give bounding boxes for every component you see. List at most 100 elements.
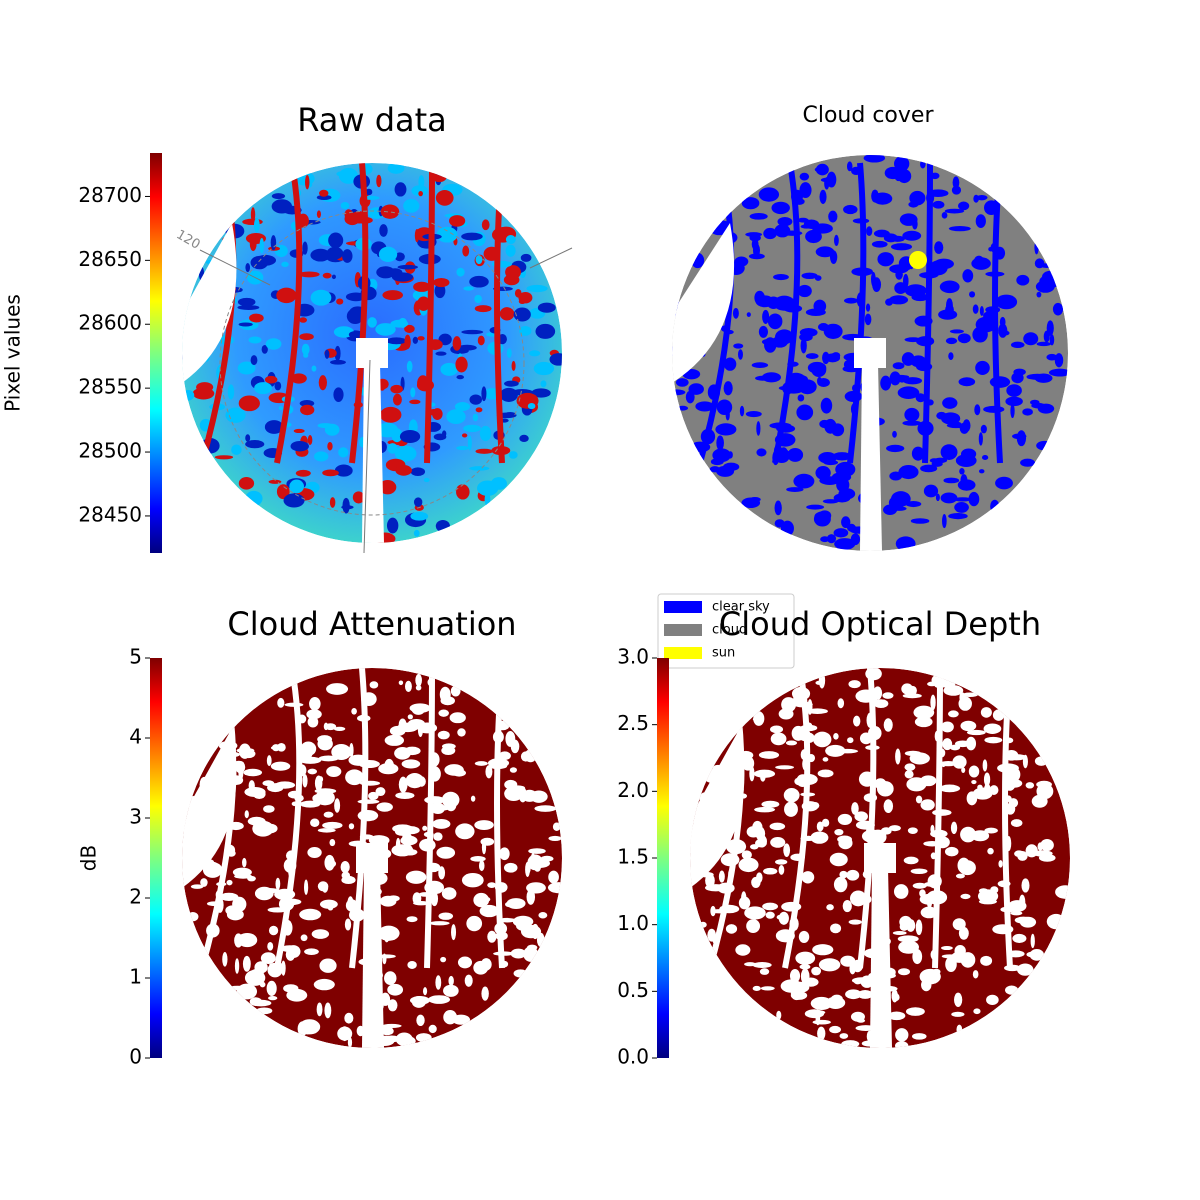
sky-streak bbox=[424, 163, 435, 464]
sky-patch bbox=[222, 951, 228, 967]
sky-patch bbox=[873, 699, 889, 709]
sky-patch bbox=[317, 737, 333, 751]
sky-patch bbox=[987, 847, 994, 855]
sky-patch bbox=[817, 378, 830, 387]
colorbar-tick-label: 1.5 bbox=[617, 845, 649, 869]
sky-patch bbox=[547, 882, 562, 894]
sky-patch bbox=[710, 458, 724, 466]
sky-patch bbox=[1006, 754, 1027, 761]
sky-patch bbox=[245, 490, 263, 507]
sky-patch bbox=[960, 826, 976, 843]
sky-patch bbox=[907, 827, 918, 834]
sky-patch bbox=[962, 269, 974, 283]
sky-patch bbox=[945, 304, 954, 316]
sky-patch bbox=[989, 376, 1011, 388]
sky-patch bbox=[457, 728, 466, 737]
sky-patch bbox=[771, 201, 790, 215]
sky-patch bbox=[888, 825, 901, 832]
sky-patch bbox=[944, 208, 965, 214]
sky-patch bbox=[820, 397, 833, 414]
sky-patch bbox=[395, 465, 412, 476]
sky-patch bbox=[744, 906, 766, 920]
sky-patch bbox=[375, 787, 386, 797]
sky-patch bbox=[531, 923, 539, 940]
sky-patch bbox=[877, 252, 894, 267]
sky-patch bbox=[443, 984, 459, 997]
sky-patch bbox=[775, 765, 794, 770]
sky-patch bbox=[525, 861, 530, 877]
sky-patch bbox=[513, 969, 528, 978]
sky-patch bbox=[237, 361, 256, 375]
sky-patch bbox=[773, 274, 789, 281]
sky-patch bbox=[942, 738, 953, 751]
sky-patch bbox=[533, 361, 555, 376]
colorbar-tick-label: 2 bbox=[129, 885, 142, 909]
sky-patch bbox=[526, 944, 538, 951]
sky-patch bbox=[435, 351, 447, 356]
sky-patch bbox=[461, 433, 468, 438]
sky-patch bbox=[319, 189, 329, 197]
sky-patch bbox=[540, 380, 547, 388]
sky-patch bbox=[412, 336, 419, 344]
sky-patch bbox=[749, 212, 768, 220]
sky-patch bbox=[302, 774, 308, 788]
sky-patch bbox=[540, 855, 554, 862]
sky-patch bbox=[504, 786, 524, 802]
sky-patch bbox=[762, 902, 779, 911]
sky-patch bbox=[463, 286, 475, 291]
sky-patch bbox=[285, 948, 296, 961]
sky-patch bbox=[464, 974, 473, 987]
sky-patch bbox=[282, 782, 287, 787]
sky-patch bbox=[1030, 933, 1035, 949]
sky-patch bbox=[433, 277, 450, 288]
sky-patch bbox=[263, 805, 275, 813]
sky-patch bbox=[413, 497, 423, 507]
sky-patch bbox=[187, 912, 199, 922]
sky-patch bbox=[897, 386, 920, 399]
sky-patch bbox=[980, 424, 987, 434]
sky-patch bbox=[466, 915, 483, 932]
sky-patch bbox=[1017, 963, 1034, 976]
sky-patch bbox=[348, 331, 363, 339]
sky-patch bbox=[472, 413, 479, 422]
sky-patch bbox=[941, 212, 948, 219]
sky-streak bbox=[772, 162, 801, 464]
sky-patch bbox=[979, 306, 984, 316]
sky-patch bbox=[983, 405, 1005, 413]
sky-patch bbox=[238, 743, 251, 759]
sky-patch bbox=[915, 919, 923, 936]
sky-patch bbox=[537, 302, 556, 313]
sky-patch bbox=[290, 440, 309, 452]
sky-patch bbox=[805, 308, 826, 316]
colorbar-tick-label: 5 bbox=[129, 645, 142, 669]
sky-patch bbox=[307, 716, 319, 728]
sky-patch bbox=[851, 802, 859, 815]
sky-patch bbox=[843, 204, 858, 215]
sky-patch bbox=[854, 811, 868, 822]
sky-patch bbox=[999, 316, 1006, 328]
sky-patch bbox=[805, 353, 819, 359]
sky-patch bbox=[902, 420, 922, 426]
sky-patch bbox=[910, 355, 927, 368]
sky-patch bbox=[778, 865, 785, 875]
sky-patch bbox=[818, 958, 841, 972]
sky-patch bbox=[968, 491, 980, 507]
sky-patch bbox=[440, 956, 447, 963]
sky-patch bbox=[271, 199, 293, 214]
sky-patch bbox=[923, 484, 939, 498]
sky-patch bbox=[966, 729, 986, 736]
sky-patch bbox=[242, 857, 247, 868]
sky-patch bbox=[253, 217, 260, 233]
sky-patch bbox=[386, 337, 407, 345]
sky-patch bbox=[939, 784, 961, 793]
sky-patch bbox=[929, 458, 939, 463]
sky-patch bbox=[301, 343, 310, 355]
sky-patch bbox=[756, 448, 767, 457]
sky-patch bbox=[871, 240, 888, 248]
sky-patch bbox=[825, 744, 846, 757]
sky-patch bbox=[810, 996, 833, 1010]
sky-patch bbox=[943, 685, 964, 696]
sky-patch bbox=[528, 350, 541, 357]
sky-patch bbox=[912, 1033, 927, 1040]
